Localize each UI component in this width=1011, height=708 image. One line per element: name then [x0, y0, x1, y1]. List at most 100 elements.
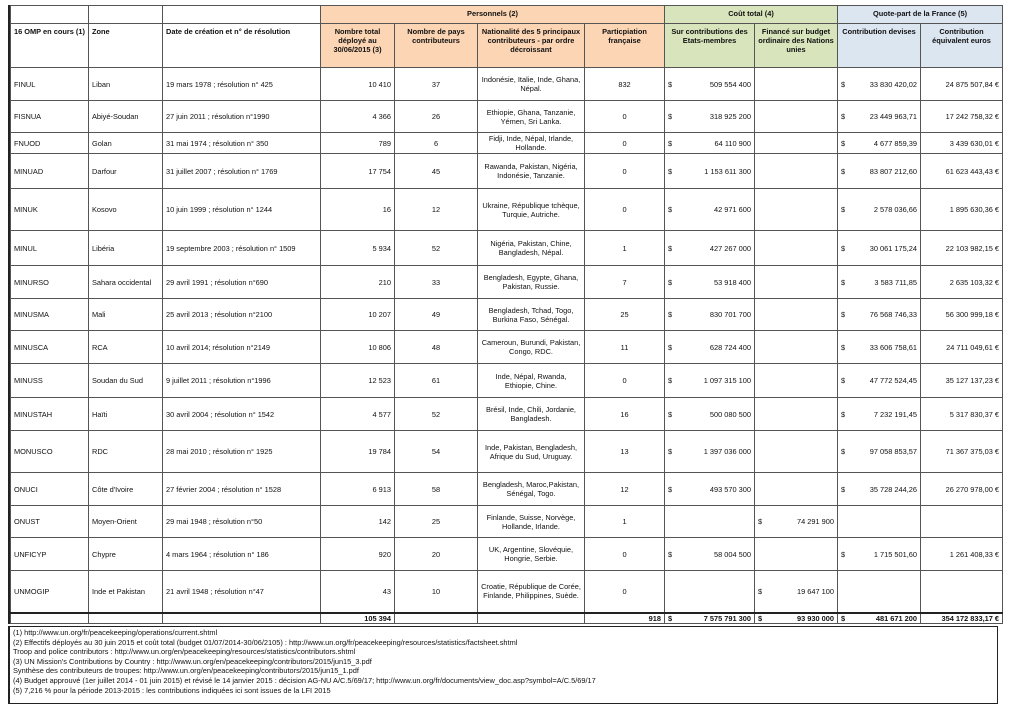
contribution-euros: 71 367 375,03 €	[920, 430, 1004, 473]
date-resolution: 29 mai 1948 ; résolution n°50	[162, 505, 321, 538]
zone: Haïti	[88, 397, 163, 431]
top-nationalities: Inde, Pakistan, Bengladesh, Afrique du S…	[477, 430, 585, 473]
contribution-euros-sum: 354 172 833,17 €	[920, 611, 1004, 624]
regular-budget	[753, 537, 839, 571]
currency-symbol: $	[758, 613, 763, 623]
total-deployed: 10 806	[320, 330, 395, 364]
top-nationalities: Indonésie, Italie, Inde, Ghana, Népal.	[477, 67, 585, 101]
member-contributions: $53 918 400	[664, 265, 755, 299]
table-row: MINUL Libéria 19 septembre 2003 ; résoluti…	[10, 230, 1004, 266]
currency-symbol: $	[841, 484, 846, 494]
zone: Moyen-Orient	[88, 505, 163, 538]
currency-symbol: $	[841, 166, 846, 176]
currency-symbol: $	[841, 549, 846, 559]
french-participation: 13	[584, 430, 665, 473]
member-contributions: $318 925 200	[664, 100, 755, 133]
total-deployed: 43	[320, 570, 395, 613]
member-contributions	[664, 570, 755, 613]
currency-symbol: $	[841, 138, 846, 148]
member-contributions-value: 318 925 200	[709, 112, 751, 121]
zone: Libéria	[88, 230, 163, 266]
contribution-devises-value: 7 232 191,45	[873, 409, 918, 419]
top-nationalities: Bengladesh, Maroc,Pakistan, Sénégal, Tog…	[477, 472, 585, 506]
table-row: MINURSO Sahara occidental 29 avril 1991 ; …	[10, 265, 1004, 299]
french-participation: 1	[584, 230, 665, 266]
table-row: FNUOD Golan 31 mai 1974 ; résolution n° 35…	[10, 132, 1004, 154]
member-contributions-value: 830 701 700	[709, 310, 751, 319]
contribution-devises-sum-value: 481 671 200	[875, 613, 918, 623]
contribution-devises-value: 35 728 244,26	[869, 484, 918, 494]
zone: Kosovo	[88, 188, 163, 231]
contribution-devises: $7 232 191,45	[837, 397, 922, 431]
col-participation: Particpiation française	[584, 23, 665, 68]
currency-symbol: $	[668, 277, 673, 287]
date-resolution: 30 avril 2004 ; résolution n° 1542	[162, 397, 321, 431]
currency-symbol: $	[668, 166, 673, 176]
group-personnels: Personnels (2)	[320, 5, 665, 24]
group-cout-total: Coût total (4)	[663, 5, 839, 24]
table-row: MINUSTAH Haïti 30 avril 2004 ; résolution …	[10, 397, 1004, 431]
regular-budget	[753, 230, 839, 266]
currency-symbol: $	[668, 310, 673, 319]
date-resolution: 10 avril 2014; résolution n°2149	[162, 330, 321, 364]
contribution-euros: 2 635 103,32 €	[920, 265, 1004, 299]
date-resolution: 9 juillet 2011 ; résolution n°1996	[162, 363, 321, 398]
regular-budget-value: 19 647 100	[797, 586, 835, 596]
zone: RDC	[88, 430, 163, 473]
contribution-devises-value: 76 568 746,33	[869, 310, 918, 319]
regular-budget	[753, 153, 839, 189]
french-participation: 0	[584, 100, 665, 133]
contributing-countries: 45	[394, 153, 478, 189]
french-participation: 1	[584, 505, 665, 538]
total-deployed: 789	[320, 132, 395, 154]
contribution-devises: $47 772 524,45	[837, 363, 922, 398]
omp-name: MINUSTAH	[10, 397, 89, 431]
member-contributions-value: 53 918 400	[714, 277, 751, 287]
currency-symbol: $	[841, 277, 846, 287]
total-deployed: 10 207	[320, 298, 395, 331]
currency-symbol: $	[841, 409, 846, 419]
member-contributions-value: 64 110 900	[714, 138, 751, 148]
contribution-devises: $35 728 244,26	[837, 472, 922, 506]
french-participation-sum: 918	[584, 611, 665, 624]
footnote: (5) 7,216 % pour la période 2013-2015 : …	[13, 685, 331, 695]
total-deployed: 920	[320, 537, 395, 571]
table-row: MONUSCO RDC 28 mai 2010 ; résolution n° 19…	[10, 430, 1004, 473]
total-deployed: 142	[320, 505, 395, 538]
col-contributions: Sur contributions des Etats-membres	[664, 23, 755, 68]
col-zone: Zone	[88, 23, 163, 68]
footnote: (1) http://www.un.org/fr/peacekeeping/op…	[13, 628, 218, 637]
date-resolution: 25 avril 2013 ; résolution n°2100	[162, 298, 321, 331]
contribution-euros: 17 242 758,32 €	[920, 100, 1004, 133]
currency-symbol: $	[668, 613, 673, 623]
col-date: Date de création et n° de résolution	[162, 23, 321, 68]
regular-budget	[753, 188, 839, 231]
contribution-devises: $1 715 501,60	[837, 537, 922, 571]
french-participation: 7	[584, 265, 665, 299]
regular-budget	[753, 430, 839, 473]
member-contributions: $493 570 300	[664, 472, 755, 506]
top-nationalities: Fidji, Inde, Népal, Irlande, Hollande.	[477, 132, 585, 154]
regular-budget	[753, 132, 839, 154]
zone: Mali	[88, 298, 163, 331]
regular-budget	[753, 298, 839, 331]
date-resolution: 29 avril 1991 ; résolution n°690	[162, 265, 321, 299]
blank-cell	[10, 611, 89, 624]
group-quote-part: Quote-part de la France (5)	[837, 5, 1004, 24]
contribution-devises: $3 583 711,85	[837, 265, 922, 299]
footnote: (3) UN Mission's Contributions by Countr…	[13, 656, 372, 666]
blank-header	[10, 5, 89, 24]
currency-symbol: $	[668, 376, 673, 385]
member-contributions-value: 1 397 036 000	[703, 447, 751, 456]
contribution-devises-value: 30 061 175,24	[869, 243, 918, 253]
currency-symbol: $	[841, 79, 846, 89]
blank-header	[88, 5, 163, 24]
footnote: Troop and police contributors : http://w…	[13, 647, 356, 657]
total-deployed: 19 784	[320, 430, 395, 473]
contribution-euros: 5 317 830,37 €	[920, 397, 1004, 431]
member-contributions-value: 628 724 400	[709, 342, 751, 352]
table-row: MINUSCA RCA 10 avril 2014; résolution n°21…	[10, 330, 1004, 364]
omp-table: Personnels (2) Coût total (4) Quote-part…	[10, 5, 1004, 624]
top-nationalities: Nigéria, Pakistan, Chine, Bangladesh, Né…	[477, 230, 585, 266]
contribution-euros	[920, 505, 1004, 538]
